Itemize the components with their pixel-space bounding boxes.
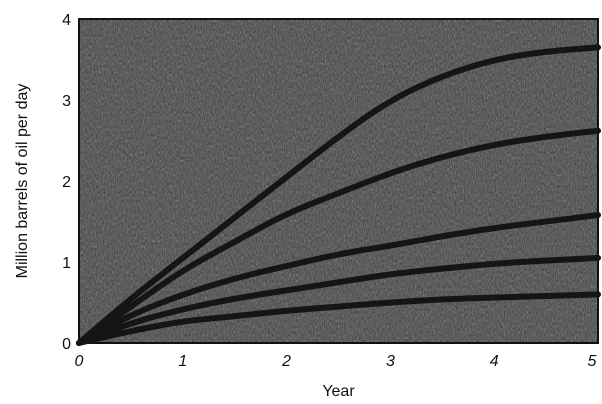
- y-tick-label: 3: [62, 93, 71, 110]
- y-tick-label: 2: [62, 174, 71, 191]
- x-tick-label: 5: [588, 353, 597, 370]
- x-tick-label: 3: [386, 353, 395, 370]
- x-axis-ticks: 0 1 2 3 4 5: [75, 353, 597, 370]
- series-line-4: [76, 254, 601, 346]
- plot-area: [78, 18, 599, 344]
- series-layer: [76, 44, 601, 346]
- x-axis-title: Year: [322, 383, 355, 400]
- series-line-5: [76, 291, 601, 346]
- y-tick-label: 0: [62, 336, 71, 353]
- y-tick-label: 4: [62, 12, 71, 29]
- series-line-1: [76, 44, 601, 346]
- series-line-3: [76, 212, 601, 346]
- y-tick-label: 1: [62, 255, 71, 272]
- x-tick-label: 4: [490, 353, 499, 370]
- x-tick-label: 0: [75, 353, 84, 370]
- x-tick-label: 1: [178, 353, 187, 370]
- plot-frame: [78, 18, 599, 344]
- y-axis-title: Million barrels of oil per day: [14, 84, 31, 279]
- series-line-2: [76, 127, 601, 346]
- plot-texture: [79, 19, 598, 343]
- y-axis-ticks: 0 1 2 3 4: [62, 12, 71, 353]
- x-tick-label: 2: [281, 353, 291, 370]
